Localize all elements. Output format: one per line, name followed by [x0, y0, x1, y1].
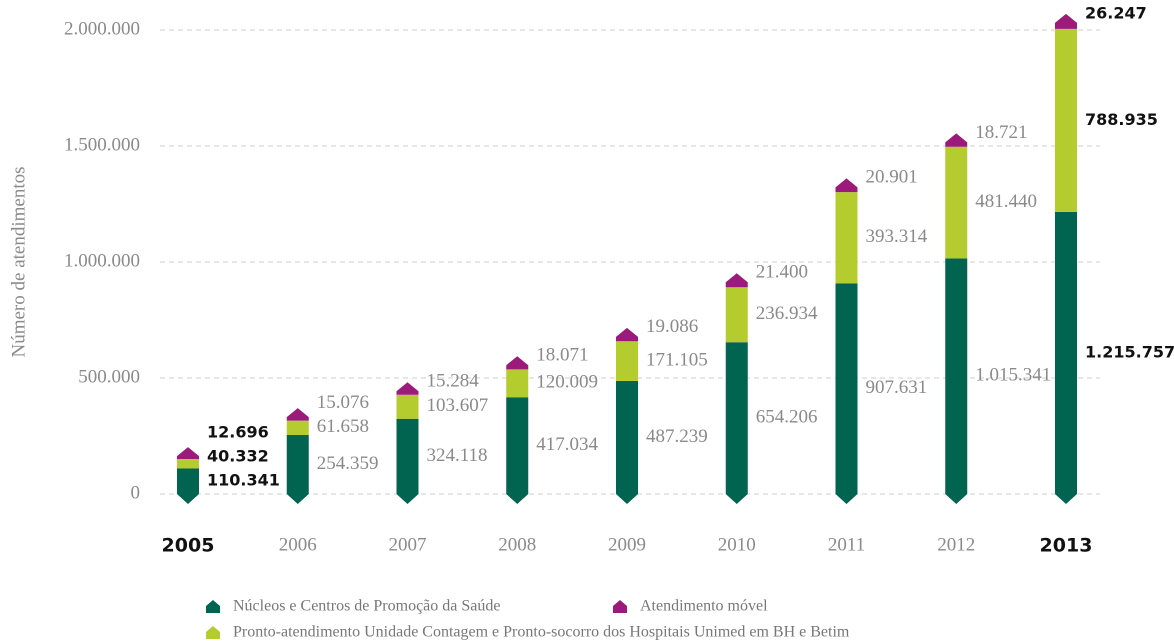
- value-label: 61.658: [317, 416, 369, 437]
- legend-label: Núcleos e Centros de Promoção da Saúde: [233, 598, 500, 615]
- value-label: 487.239: [646, 426, 708, 447]
- x-tick-label: 2013: [1040, 535, 1093, 557]
- value-label: 481.440: [975, 191, 1037, 212]
- x-tick-label: 2007: [389, 534, 427, 555]
- bar-segment: [286, 434, 309, 504]
- bar-segment: [177, 447, 199, 460]
- bar-segment: [1055, 13, 1077, 29]
- bar-segment: [835, 192, 858, 284]
- y-tick-label: 2.000.000: [64, 18, 140, 39]
- y-tick-label: 1.000.000: [64, 250, 140, 271]
- value-label: 417.034: [536, 434, 598, 455]
- bar-segment: [177, 459, 199, 469]
- value-label: 788.935: [1085, 110, 1158, 129]
- value-label: 21.400: [756, 262, 808, 283]
- value-label: 19.086: [646, 316, 698, 337]
- bar-segment: [945, 258, 968, 504]
- bar-segment: [725, 273, 748, 288]
- bar-segment: [286, 408, 309, 421]
- x-tick-label: 2010: [718, 534, 756, 555]
- value-label: 236.934: [756, 303, 818, 324]
- legend-marker: [206, 600, 220, 613]
- value-label: 110.341: [207, 471, 280, 490]
- value-label: 18.071: [536, 345, 588, 366]
- bar-segment: [1055, 211, 1077, 504]
- bar-segment: [177, 468, 199, 504]
- bar-segment: [945, 146, 968, 259]
- bar-segment: [725, 287, 748, 343]
- bar-segment: [725, 342, 748, 504]
- value-label: 26.247: [1085, 3, 1147, 22]
- value-label: 254.359: [317, 453, 379, 474]
- value-label: 393.314: [866, 226, 928, 247]
- bar-segment: [945, 133, 968, 147]
- value-label: 1.215.757: [1085, 342, 1174, 361]
- value-label: 12.696: [207, 423, 269, 442]
- bar-segment: [616, 341, 638, 381]
- value-label: 171.105: [646, 349, 708, 370]
- bar-segment: [506, 369, 529, 398]
- bar-segment: [396, 394, 419, 419]
- bar-segment: [396, 382, 419, 395]
- y-tick-label: 0: [131, 482, 141, 503]
- y-tick-label: 500.000: [78, 366, 140, 387]
- bar-segment: [1055, 28, 1077, 212]
- x-tick-label: 2005: [162, 535, 215, 557]
- value-label: 120.009: [536, 372, 598, 393]
- x-tick-label: 2012: [937, 534, 975, 555]
- x-tick-label: 2006: [279, 534, 317, 555]
- y-axis-label: Número de atendimentos: [8, 166, 29, 357]
- bar-segment: [835, 283, 858, 504]
- legend-label: Atendimento móvel: [640, 598, 768, 615]
- value-label: 40.332: [207, 447, 269, 466]
- bar-segment: [835, 178, 858, 193]
- bar-segment: [506, 356, 529, 370]
- value-label: 654.206: [756, 406, 818, 427]
- bar-segment: [506, 397, 529, 504]
- value-label: 15.284: [427, 371, 480, 392]
- x-tick-label: 2009: [608, 534, 646, 555]
- value-label: 1.015.341: [975, 365, 1051, 386]
- legend-marker: [613, 600, 627, 613]
- x-tick-label: 2011: [828, 534, 865, 555]
- value-label: 18.721: [975, 122, 1027, 143]
- value-label: 20.901: [866, 167, 918, 188]
- bar-segment: [616, 380, 638, 504]
- x-tick-label: 2008: [498, 534, 536, 555]
- bar-segment: [396, 418, 419, 504]
- value-label: 103.607: [427, 395, 489, 416]
- legend-label: Pronto-atendimento Unidade Contagem e Pr…: [233, 624, 850, 641]
- legend-marker: [206, 626, 220, 639]
- value-label: 907.631: [866, 377, 928, 398]
- bar-segment: [616, 327, 638, 342]
- bar-segment: [286, 420, 309, 435]
- value-label: 324.118: [427, 445, 488, 466]
- value-label: 15.076: [317, 392, 369, 413]
- y-tick-label: 1.500.000: [64, 134, 140, 155]
